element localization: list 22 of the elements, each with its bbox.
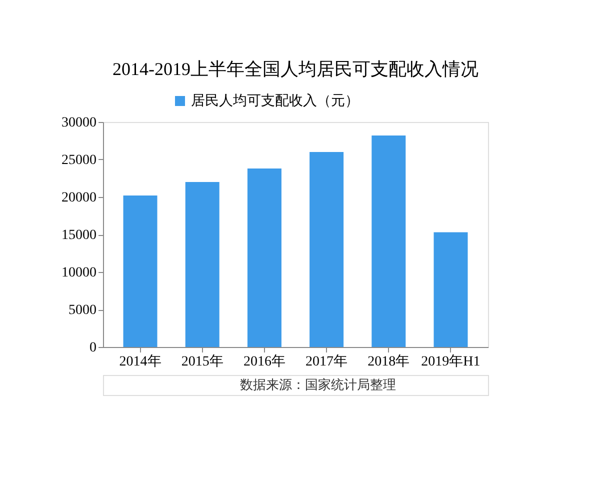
x-tick-label: 2016年	[243, 354, 286, 370]
y-tick-label: 0	[90, 340, 96, 356]
bar	[310, 152, 344, 347]
x-tick-label: 2014年	[119, 354, 162, 370]
chart-title: 2014-2019上半年全国人均居民可支配收入情况	[112, 59, 478, 79]
x-tick-label: 2018年	[368, 354, 410, 370]
x-tick-label: 2017年	[306, 354, 348, 370]
bar	[247, 168, 282, 347]
y-tick-label: 20000	[62, 190, 96, 206]
legend-label: 居民人均可支配收入（元）	[191, 93, 359, 109]
bar	[123, 196, 158, 347]
bar	[372, 136, 406, 347]
x-tick-label: 2015年	[181, 354, 224, 370]
y-tick-label: 15000	[62, 228, 96, 243]
y-tick-label: 30000	[62, 116, 96, 130]
source-note: 数据来源：国家统计局整理	[240, 377, 396, 392]
bar	[185, 182, 220, 347]
x-tick-label: 2019年H1	[421, 354, 480, 370]
y-tick-label: 25000	[62, 153, 96, 168]
y-tick-label: 10000	[62, 266, 96, 280]
bar	[434, 232, 468, 347]
y-tick-label: 5000	[68, 303, 96, 318]
